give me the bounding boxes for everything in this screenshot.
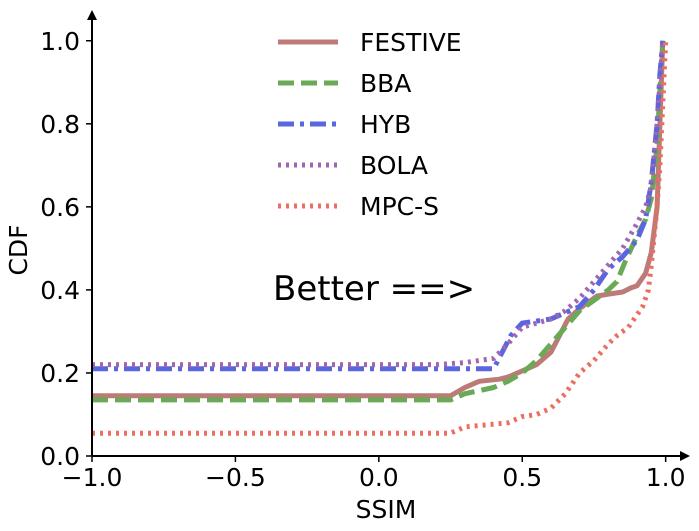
x-tick-label: 0.5 [502,463,542,492]
series-line-mpc-s [92,40,669,436]
legend-label-festive: FESTIVE [360,28,462,57]
series-line-bola [92,40,666,368]
y-tick-label: 1.0 [40,27,80,56]
x-axis-title: SSIM [356,495,417,524]
y-ticks: 0.0 0.2 0.4 0.6 0.8 1.0 [40,27,92,471]
x-axis-arrowhead [680,451,690,461]
legend-label-mpc-s: MPC-S [360,192,439,221]
series-layer [92,40,669,436]
better-annotation: Better ==> [273,269,475,309]
x-tick-label: −1.0 [62,463,123,492]
y-tick-label: 0.0 [40,442,80,471]
axes: −1.0 −0.5 0.0 0.5 1.0 0.0 0.2 0.4 0.6 0.8 1.0 [40,10,690,492]
y-tick-label: 0.2 [40,359,80,388]
x-tick-label: −0.5 [205,463,266,492]
y-tick-label: 0.4 [40,276,80,305]
y-axis-title: CDF [4,224,33,275]
legend-label-bola: BOLA [360,151,428,180]
legend-label-hyb: HYB [360,110,411,139]
x-tick-label: 1.0 [646,463,686,492]
y-tick-label: 0.8 [40,110,80,139]
y-axis-arrowhead [87,10,97,20]
x-tick-label: 0.0 [359,463,399,492]
series-line-hyb [92,40,666,372]
y-tick-label: 0.6 [40,193,80,222]
x-ticks: −1.0 −0.5 0.0 0.5 1.0 [62,456,686,492]
legend-label-bba: BBA [360,69,411,98]
legend: FESTIVE BBA HYB BOLA MPC-S [278,28,462,221]
